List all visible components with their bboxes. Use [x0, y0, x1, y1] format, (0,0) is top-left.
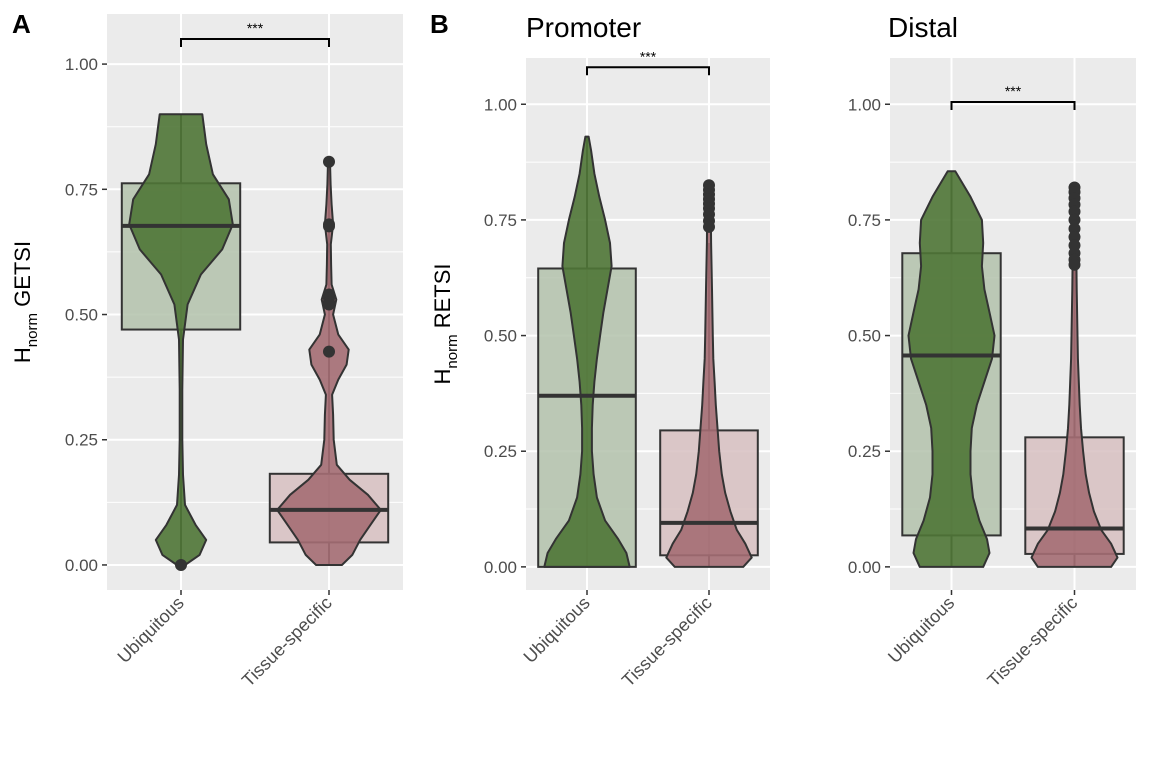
significance-bracket: ***	[950, 83, 1076, 110]
group-tissue-specific	[268, 155, 390, 566]
y-tick-label: 1.00	[848, 95, 881, 114]
significance-bracket: ***	[180, 20, 330, 48]
significance-label: ***	[1005, 83, 1022, 99]
y-tick-label: 0.50	[484, 327, 517, 346]
chart-panels: 0.00 0.25 0.50 0.75 1.00 *** Ubiquitous Tissue-…	[10, 12, 1136, 691]
x-tick-label: Tissue-specific	[618, 593, 716, 691]
outlier-point	[1068, 258, 1081, 271]
y-tick-label: 0.00	[65, 556, 98, 575]
significance-label: ***	[640, 48, 657, 64]
y-tick-label: 0.75	[484, 211, 517, 230]
y-tick-label: 1.00	[65, 55, 98, 74]
bracket-line	[950, 100, 1076, 110]
outlier-point	[1068, 231, 1081, 244]
y-tick-label: 0.25	[484, 442, 517, 461]
outlier-point	[1068, 213, 1081, 226]
panel-letter-b: B	[430, 9, 449, 39]
y-tick-label: 1.00	[484, 95, 517, 114]
y-axis-title: Hnorm GETSI	[10, 241, 41, 363]
group-tissue-specific	[1024, 181, 1125, 568]
panel-letter-a: A	[12, 9, 31, 39]
y-tick-label: 0.25	[65, 431, 98, 450]
x-tick-label: Ubiquitous	[884, 593, 958, 667]
chart-panel-2: 0.00 0.25 0.50 0.75 1.00 *** Ubiquitous Tissue-…	[430, 12, 770, 691]
significance-bracket: ***	[586, 48, 710, 76]
outlier-point	[1068, 222, 1081, 235]
bracket-line	[180, 38, 330, 48]
y-tick-label: 0.75	[65, 180, 98, 199]
x-tick-label: Ubiquitous	[114, 593, 188, 667]
bracket-line	[586, 66, 710, 76]
y-tick-label: 0.50	[848, 327, 881, 346]
group-ubiquitous	[901, 170, 1002, 568]
y-tick-label: 0.00	[848, 558, 881, 577]
chart-panel-3: 0.00 0.25 0.50 0.75 1.00 *** Ubiquitous Tissue-…	[848, 12, 1136, 691]
group-ubiquitous	[120, 113, 242, 571]
y-tick-label: 0.75	[848, 211, 881, 230]
significance-label: ***	[247, 20, 264, 36]
outlier-point	[1068, 205, 1081, 218]
y-tick-label: 0.00	[484, 558, 517, 577]
outlier-point	[323, 345, 335, 358]
outlier-point	[703, 220, 715, 233]
outlier-point	[323, 220, 335, 233]
y-axis-title: Hnorm RETSI	[430, 264, 461, 385]
x-tick-label: Tissue-specific	[238, 593, 336, 691]
y-tick-label: 0.50	[65, 306, 98, 325]
group-tissue-specific	[659, 179, 759, 568]
chart-panel-1: 0.00 0.25 0.50 0.75 1.00 *** Ubiquitous Tissue-…	[10, 14, 403, 691]
y-tick-label: 0.25	[848, 442, 881, 461]
facet-title: Promoter	[526, 12, 641, 43]
outlier-point	[175, 558, 187, 571]
violin	[907, 170, 996, 568]
outlier-point	[323, 298, 335, 311]
facet-title: Distal	[888, 12, 958, 43]
x-tick-label: Ubiquitous	[520, 593, 594, 667]
violin	[543, 135, 631, 568]
outlier-point	[323, 155, 335, 168]
x-tick-label: Tissue-specific	[983, 593, 1081, 691]
group-ubiquitous	[537, 135, 637, 568]
